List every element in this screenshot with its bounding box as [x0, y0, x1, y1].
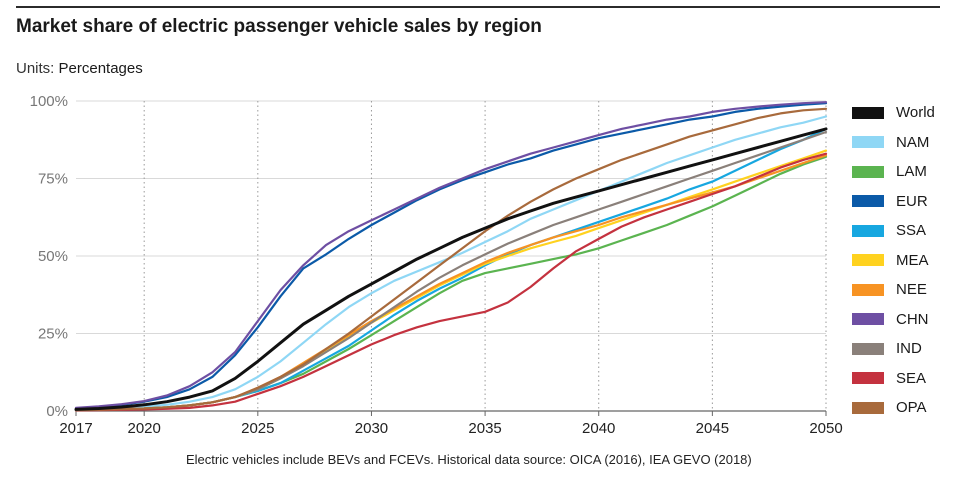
- legend-swatch: [852, 254, 884, 267]
- x-tick-label: 2040: [582, 420, 615, 437]
- y-tick-label: 50%: [38, 248, 68, 265]
- x-tick-label: 2045: [696, 420, 729, 437]
- series-line-chn: [74, 101, 828, 409]
- legend-label: CHN: [896, 310, 929, 328]
- legend-label: OPA: [896, 399, 927, 417]
- footnote: Electric vehicles include BEVs and FCEVs…: [186, 452, 752, 467]
- legend-swatch: [852, 313, 884, 326]
- legend-label: NAM: [896, 133, 930, 151]
- series-line-ind: [74, 130, 828, 412]
- legend-swatch: [852, 283, 884, 296]
- legend-swatch: [852, 136, 884, 149]
- x-tick-label: 2025: [241, 420, 274, 437]
- legend-item-nam: NAM: [852, 128, 952, 158]
- series-line-sea: [74, 152, 828, 412]
- legend-swatch: [852, 165, 884, 178]
- legend-label: SEA: [896, 369, 927, 387]
- units-value: Percentages: [58, 60, 143, 77]
- legend-item-world: World: [852, 98, 952, 128]
- legend-swatch: [852, 342, 884, 355]
- y-tick-label: 100%: [30, 93, 68, 110]
- legend: World NAM LAM EUR SSA MEA NEE CHN IND SEA OPA: [852, 98, 952, 423]
- legend-item-mea: MEA: [852, 246, 952, 276]
- top-rule: [16, 6, 940, 8]
- legend-label: SSA: [896, 222, 927, 240]
- units-key: Units:: [16, 60, 55, 77]
- y-tick-label: 25%: [38, 326, 68, 343]
- x-tick-label: 2030: [355, 420, 388, 437]
- series-line-mea: [74, 149, 828, 412]
- legend-label: NEE: [896, 281, 927, 299]
- legend-swatch: [852, 195, 884, 208]
- units-line: Units: Percentages: [16, 60, 143, 77]
- legend-item-ind: IND: [852, 334, 952, 364]
- y-tick-label: 75%: [38, 171, 68, 188]
- legend-label: IND: [896, 340, 922, 358]
- x-tick-label: 2050: [809, 420, 842, 437]
- legend-label: LAM: [896, 163, 927, 181]
- legend-label: MEA: [896, 251, 929, 269]
- legend-item-lam: LAM: [852, 157, 952, 187]
- x-tick-label: 2035: [468, 420, 501, 437]
- legend-swatch: [852, 401, 884, 414]
- x-tick-label: 2017: [59, 420, 92, 437]
- legend-item-chn: CHN: [852, 305, 952, 335]
- legend-swatch: [852, 106, 884, 119]
- x-tick-label: 2020: [127, 420, 160, 437]
- y-tick-label: 0%: [46, 403, 68, 420]
- legend-label: EUR: [896, 192, 928, 210]
- chart-title: Market share of electric passenger vehic…: [16, 16, 542, 37]
- legend-item-ssa: SSA: [852, 216, 952, 246]
- series-line-eur: [74, 102, 828, 410]
- legend-swatch: [852, 224, 884, 237]
- legend-item-sea: SEA: [852, 364, 952, 394]
- legend-item-nee: NEE: [852, 275, 952, 305]
- legend-swatch: [852, 372, 884, 385]
- legend-item-eur: EUR: [852, 187, 952, 217]
- series-line-world: [74, 127, 828, 411]
- legend-item-opa: OPA: [852, 393, 952, 423]
- legend-label: World: [896, 104, 935, 122]
- series-line-opa: [74, 107, 828, 412]
